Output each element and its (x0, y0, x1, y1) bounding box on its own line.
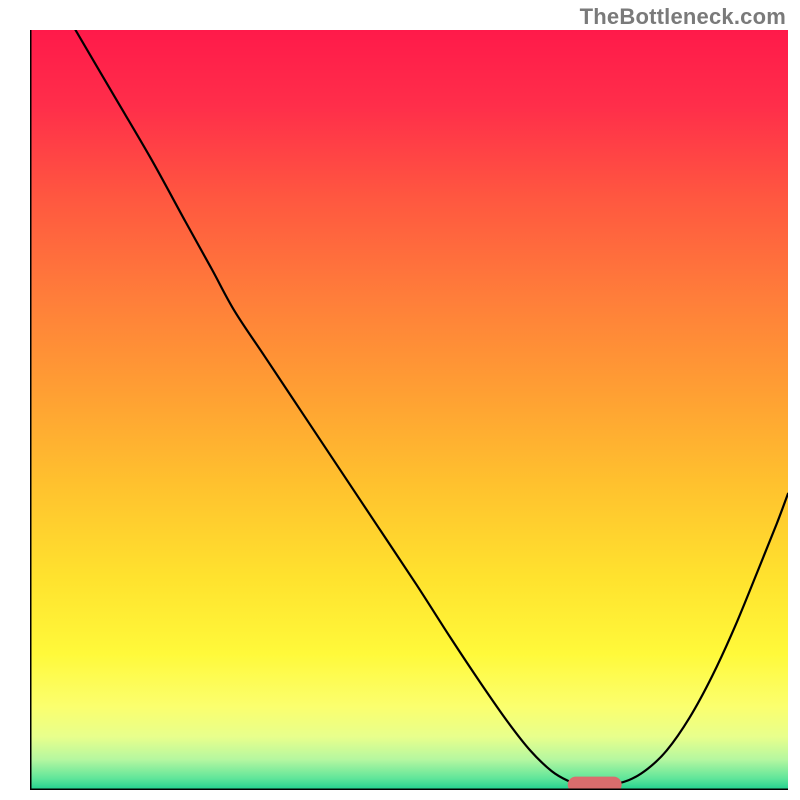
watermark-text: TheBottleneck.com (580, 4, 786, 30)
chart-container (30, 30, 788, 790)
optimum-marker (568, 777, 622, 790)
bottleneck-chart (30, 30, 788, 790)
